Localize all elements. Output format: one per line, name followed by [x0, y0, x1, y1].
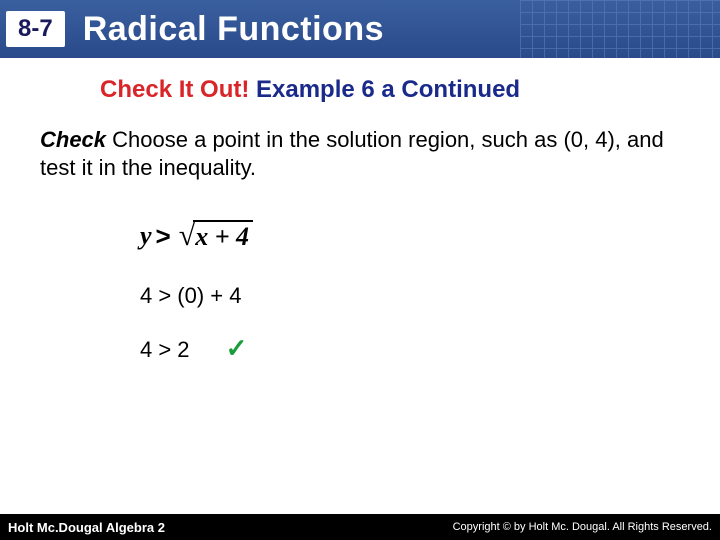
- subheading-example: Example 6 a Continued: [249, 76, 520, 103]
- instruction-body: Choose a point in the solution region, s…: [40, 127, 664, 180]
- substitution-step: 4 > (0) + 4: [140, 283, 720, 309]
- inequality-formula: y > √ x + 4: [140, 219, 720, 253]
- check-label: Check: [40, 127, 106, 152]
- slide-title: Radical Functions: [83, 10, 384, 49]
- instruction-text: Check Choose a point in the solution reg…: [40, 126, 680, 181]
- subheading: Check It Out! Example 6 a Continued: [100, 76, 720, 104]
- header-grid-decoration: [520, 0, 720, 58]
- subheading-highlight: Check It Out!: [100, 76, 249, 103]
- sqrt-expression: √ x + 4: [179, 219, 253, 253]
- section-number-badge: 8-7: [6, 11, 65, 47]
- radicand: x + 4: [193, 220, 253, 252]
- result-inequality: 4 > 2: [140, 337, 190, 362]
- slide-footer: Holt Mc.Dougal Algebra 2 Copyright © by …: [0, 514, 720, 540]
- checkmark-icon: ✓: [226, 333, 248, 363]
- footer-copyright: Copyright © by Holt Mc. Dougal. All Righ…: [453, 521, 712, 533]
- result-step: 4 > 2 ✓: [140, 333, 720, 364]
- formula-lhs: y: [140, 221, 152, 251]
- footer-book-title: Holt Mc.Dougal Algebra 2: [8, 520, 165, 535]
- slide-header: 8-7 Radical Functions: [0, 0, 720, 58]
- formula-operator: >: [156, 221, 171, 252]
